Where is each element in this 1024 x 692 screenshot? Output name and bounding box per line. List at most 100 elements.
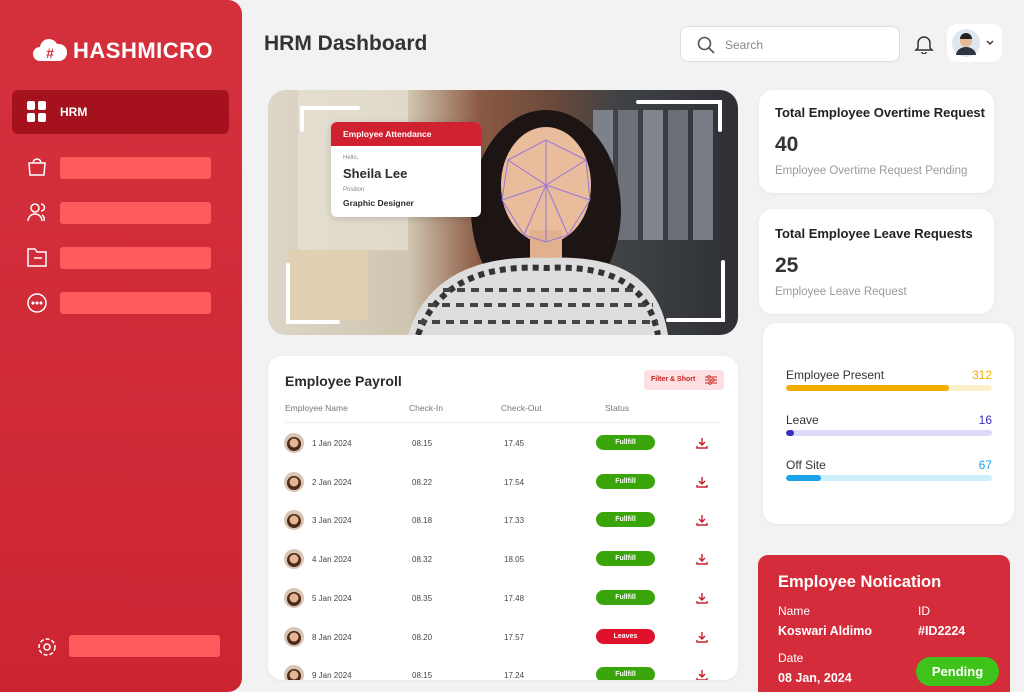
row-date: 2 Jan 2024 [312, 477, 352, 487]
column-header: Employee Name [285, 403, 348, 413]
nav-icons [27, 158, 47, 313]
payroll-row: 2 Jan 2024 08.22 17.54 Fullfill [268, 467, 738, 497]
presence-label: Employee Present [786, 368, 885, 382]
header-divider [285, 422, 721, 423]
popup-title: Employee Attendance [343, 129, 432, 139]
search-placeholder: Search [725, 38, 764, 52]
download-icon[interactable] [696, 631, 708, 643]
download-icon[interactable] [696, 437, 708, 449]
status-pill: Leaves [596, 628, 655, 644]
nav-item-active[interactable]: HRM [12, 90, 229, 134]
profile-menu[interactable] [947, 24, 1002, 62]
greeting: Hello, [343, 155, 359, 161]
row-date: 5 Jan 2024 [312, 593, 352, 603]
filter-label: Filter & Short [651, 376, 696, 383]
name-label: Name [778, 604, 811, 618]
presence-bar [786, 475, 821, 481]
presence-track [786, 475, 992, 481]
download-icon[interactable] [696, 592, 708, 604]
payroll-row: 5 Jan 2024 08.35 17.48 Fullfill [268, 583, 738, 613]
status-pill: Fullfill [596, 667, 655, 680]
employee-avatar [284, 549, 304, 570]
card-value: 40 [775, 133, 799, 156]
brand-name: HASHMICRO [73, 38, 214, 63]
nav-placeholder[interactable] [60, 157, 211, 179]
row-date: 4 Jan 2024 [312, 555, 352, 565]
status-pill: Fullfill [596, 435, 655, 450]
status-pill: Fullfill [596, 512, 655, 528]
grid-icon [27, 101, 46, 122]
bell-icon[interactable] [914, 34, 934, 54]
search-icon [697, 36, 715, 54]
presence-value: 16 [978, 413, 992, 427]
nav-label: HRM [60, 105, 88, 119]
column-header: Check-Out [501, 403, 542, 413]
search-box[interactable]: Search [680, 26, 900, 62]
presence-bar [786, 430, 795, 436]
employee-avatar [284, 510, 304, 531]
brand-logo: # [33, 39, 67, 61]
page-title: HRM Dashboard [264, 32, 428, 55]
nav-placeholder[interactable] [60, 292, 211, 314]
payroll-row: 9 Jan 2024 08.15 17.24 Fullfill [268, 660, 738, 680]
row-check-out: 17.57 [504, 632, 525, 642]
card-caption: Employee Overtime Request Pending [775, 165, 968, 177]
row-check-out: 17.24 [504, 671, 525, 680]
card-value: 25 [775, 254, 799, 277]
presence-track [786, 430, 992, 436]
column-header: Check-In [409, 403, 444, 413]
download-icon[interactable] [696, 669, 708, 680]
status-pill: Fullfill [596, 473, 655, 489]
date-label: Date [778, 651, 804, 665]
payroll-row: 8 Jan 2024 08.20 17.57 Leaves [268, 622, 738, 652]
employee-avatar [284, 471, 304, 492]
row-check-in: 08.18 [412, 516, 433, 526]
row-check-out: 17.33 [504, 516, 525, 526]
row-check-out: 17.54 [504, 477, 525, 487]
id-value: #ID2224 [918, 624, 966, 638]
avatar [952, 29, 994, 57]
employee-avatar [284, 665, 304, 680]
filter-button[interactable]: Filter & Short [644, 370, 724, 390]
payroll-row: 1 Jan 2024 08.15 17.45 Fullfill [268, 428, 738, 458]
svg-text:#: # [46, 45, 54, 61]
payroll-row: 3 Jan 2024 08.18 17.33 Fullfill [268, 505, 738, 535]
download-icon[interactable] [696, 476, 708, 488]
date-value: 08 Jan, 2024 [778, 671, 852, 685]
nav-placeholder[interactable] [60, 247, 211, 269]
presence-value: 312 [971, 368, 992, 382]
position: Graphic Designer [343, 198, 414, 208]
status-pill: Fullfill [596, 589, 655, 605]
filter-icon [705, 375, 717, 385]
popup-header: Employee Attendance [331, 122, 481, 146]
payroll-card: Employee Payroll Filter & Short Employee… [268, 356, 738, 680]
settings-icon[interactable] [36, 636, 58, 658]
card-title: Total Employee Overtime Request [775, 105, 985, 120]
row-check-in: 08.22 [412, 477, 433, 487]
row-check-in: 08.35 [412, 593, 433, 603]
row-date: 9 Jan 2024 [312, 671, 352, 680]
presence-card: Employee Present 312 Leave 16 Off Site 67 [763, 323, 1014, 524]
settings-placeholder[interactable] [69, 635, 220, 657]
row-date: 3 Jan 2024 [312, 516, 352, 526]
employee-name: Sheila Lee [343, 166, 408, 181]
employee-avatar [284, 433, 304, 453]
download-icon[interactable] [696, 514, 708, 527]
download-icon[interactable] [696, 553, 708, 565]
row-check-in: 08.20 [412, 632, 433, 642]
leave-card: Total Employee Leave Requests 25 Employe… [759, 209, 994, 314]
notification-title: Employee Notication [778, 573, 942, 591]
row-date: 8 Jan 2024 [312, 632, 352, 642]
employee-avatar [284, 626, 304, 647]
nav-placeholder[interactable] [60, 202, 211, 224]
attendance-popup: Employee Attendance Hello, Sheila Lee Po… [331, 122, 481, 217]
card-caption: Employee Leave Request [775, 286, 907, 298]
presence-label: Leave [786, 413, 819, 427]
row-date: 1 Jan 2024 [312, 439, 352, 448]
status-badge[interactable]: Pending [916, 657, 999, 686]
row-check-out: 17.48 [504, 593, 525, 603]
status-pill: Fullfill [596, 551, 655, 567]
employee-avatar [284, 587, 304, 608]
column-header: Status [605, 403, 630, 413]
